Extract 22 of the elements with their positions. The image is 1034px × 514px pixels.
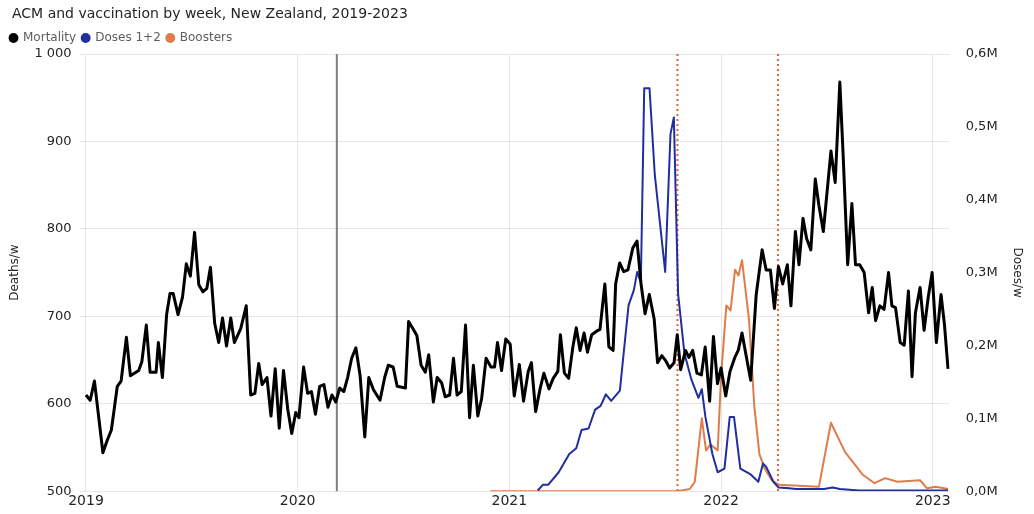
y-tick-label: 900	[46, 132, 72, 148]
y-tick-label: 600	[46, 395, 72, 411]
y-axis-title: Deaths/w	[7, 244, 22, 301]
y2-tick-label: 0,1M	[965, 409, 998, 425]
y2-tick-label: 0,6M	[965, 45, 998, 61]
x-tick-label: 2022	[703, 492, 739, 509]
legend-label: Doses 1+2	[95, 30, 161, 45]
legend-label: Boosters	[179, 30, 233, 45]
y2-tick-label: 0,2M	[965, 336, 998, 352]
y-tick-label: 700	[46, 307, 72, 323]
legend-label: Mortality	[23, 30, 77, 45]
x-tick-label: 2023	[914, 492, 951, 509]
y2-tick-label: 0,5M	[965, 118, 998, 134]
y2-tick-label: 0,3M	[965, 263, 998, 279]
y-tick-label: 800	[46, 220, 72, 236]
y2-axis-title: Doses/w	[1010, 247, 1025, 298]
y2-tick-label: 0,4M	[965, 191, 998, 207]
chart-title: ACM and vaccination by week, New Zealand, 2019-2023	[12, 5, 408, 21]
x-tick-label: 2020	[279, 492, 316, 509]
y2-tick-label: 0,0M	[965, 482, 998, 498]
y-tick-label: 1 000	[34, 45, 72, 61]
x-tick-label: 2021	[491, 492, 528, 509]
